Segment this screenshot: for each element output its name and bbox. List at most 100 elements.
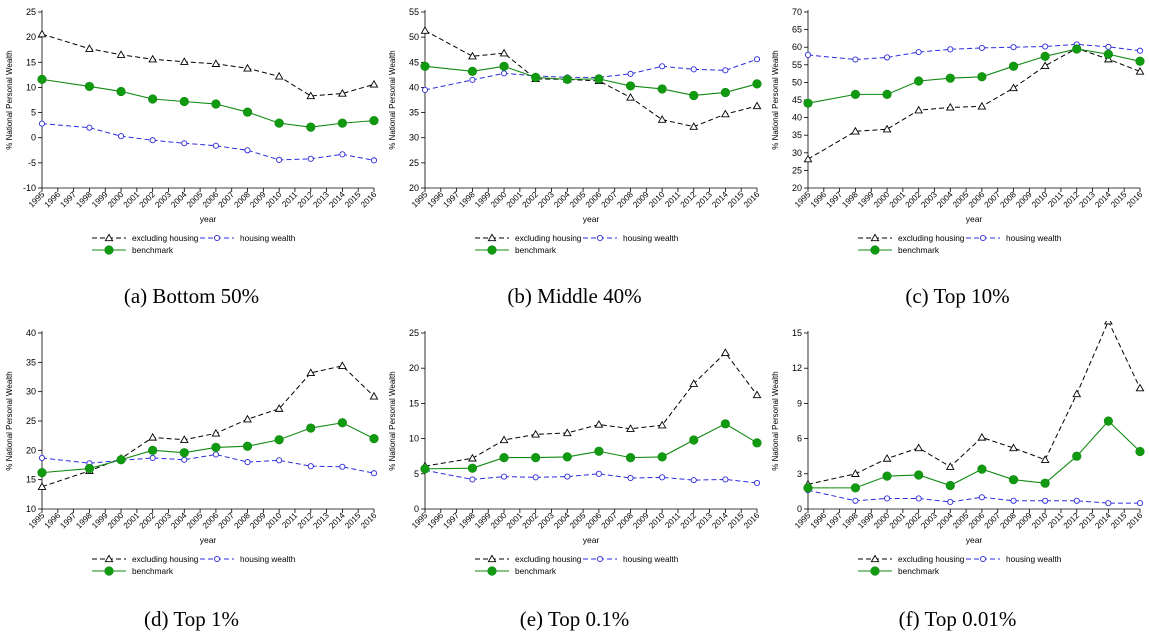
data-point-benchmark [274, 435, 284, 445]
data-point-excluding [116, 50, 126, 58]
x-tick-label: 1996 [808, 510, 828, 530]
legend-label-benchmark: benchmark [515, 566, 557, 576]
data-point-housing [852, 56, 859, 63]
x-tick-label: 2002 [137, 189, 157, 209]
data-point-benchmark [337, 118, 347, 128]
y-tick-label: -5 [28, 158, 36, 168]
data-point-housing [181, 140, 188, 147]
data-point-excluding [851, 126, 860, 135]
y-tick-label: 12 [792, 363, 802, 373]
data-point-benchmark [369, 116, 379, 126]
x-tick-label: 2015 [725, 189, 745, 209]
data-point-excluding [531, 429, 541, 438]
x-tick-label: 2004 [552, 189, 572, 209]
data-point-excluding [721, 109, 730, 118]
legend-label-benchmark: benchmark [515, 245, 557, 255]
data-point-housing [659, 474, 666, 481]
y-tick-label: 20 [792, 183, 802, 193]
series-line-housing [41, 123, 375, 161]
legend-marker-benchmark [104, 566, 114, 576]
chart-middle-40: 2025303540455055199519961997199819992000… [388, 7, 762, 255]
data-point-excluding [468, 51, 477, 60]
x-tick-label: 1999 [856, 189, 876, 209]
x-tick-label: 1997 [441, 189, 461, 209]
data-point-benchmark [499, 453, 509, 463]
data-point-excluding [752, 390, 762, 399]
x-tick-label: 2016 [358, 510, 378, 530]
data-point-housing [1105, 500, 1112, 507]
data-point-excluding [977, 101, 987, 110]
x-tick-label: 2000 [871, 510, 891, 530]
data-point-benchmark [211, 99, 221, 109]
x-tick-label: 2001 [121, 510, 141, 530]
data-point-benchmark [1135, 56, 1145, 66]
x-tick-label: 2003 [153, 510, 173, 530]
x-tick-label: 2012 [295, 510, 315, 530]
data-point-housing [1042, 43, 1049, 50]
data-point-housing [1042, 497, 1049, 504]
data-point-benchmark [882, 471, 892, 481]
x-tick-label: 2012 [678, 189, 698, 209]
panel-top-1: 10 15 20 25 30 35 40 1995 1996 1997 1998 1999 2000 20… [0, 321, 383, 642]
legend-label-housing: housing wealth [240, 554, 296, 564]
x-tick-label: 2005 [950, 510, 970, 530]
x-tick-label: 1996 [808, 189, 828, 209]
data-point-housing [1105, 43, 1112, 50]
y-tick-label: 20 [409, 363, 419, 373]
data-point-housing [627, 474, 634, 482]
x-tick-label: 2014 [710, 189, 730, 209]
y-tick-label: 25 [26, 416, 36, 426]
data-point-housing [532, 474, 539, 481]
legend-label-benchmark: benchmark [898, 245, 940, 255]
data-point-excluding [369, 391, 379, 400]
data-point-benchmark [657, 84, 667, 94]
series-line-housing [807, 43, 1141, 61]
legend-label-excluding: excluding housing [515, 233, 582, 243]
y-tick-label: 3 [797, 469, 802, 479]
x-tick-label: 2011 [663, 189, 683, 209]
x-tick-label: 2000 [488, 189, 508, 209]
data-point-housing [38, 454, 46, 462]
x-tick-label: 1996 [425, 189, 445, 209]
data-point-excluding [1040, 455, 1050, 463]
y-tick-label: 9 [797, 398, 802, 408]
x-tick-label: 2012 [295, 189, 315, 209]
data-point-benchmark [369, 433, 379, 444]
data-point-benchmark [689, 435, 699, 445]
x-tick-label: 1998 [74, 510, 94, 530]
data-point-benchmark [274, 118, 284, 128]
y-tick-label: 5 [414, 469, 419, 479]
x-tick-label: 2015 [342, 189, 362, 209]
data-point-housing [627, 70, 634, 77]
x-tick-label: 1999 [473, 510, 493, 530]
data-point-housing [244, 459, 251, 466]
data-point-housing [595, 470, 602, 477]
x-axis-title: year [583, 214, 600, 224]
x-tick-label: 2009 [1014, 510, 1034, 530]
x-tick-label: 2016 [1124, 510, 1144, 530]
x-tick-label: 2004 [169, 189, 189, 209]
legend-marker-excluding [104, 554, 114, 563]
x-tick-label: 2002 [137, 510, 157, 530]
x-tick-label: 2008 [232, 189, 252, 209]
legend-marker-excluding [104, 233, 114, 242]
caption-top-0-01: (f) Top 0.01% [898, 607, 1017, 631]
data-point-benchmark [242, 107, 253, 117]
x-tick-label: 1998 [840, 189, 860, 209]
x-tick-label: 2016 [1124, 189, 1144, 209]
x-tick-label: 2013 [694, 510, 714, 530]
data-point-housing [1073, 497, 1080, 504]
series-line-benchmark [808, 420, 1141, 489]
data-point-excluding [243, 414, 252, 423]
data-point-benchmark [1135, 446, 1145, 457]
x-tick-label: 2007 [216, 189, 236, 209]
x-tick-label: 2013 [1077, 510, 1097, 530]
y-tick-label: 30 [792, 148, 802, 158]
x-tick-label: 1999 [473, 189, 493, 209]
data-point-excluding [338, 88, 347, 97]
data-point-benchmark [850, 89, 861, 99]
y-tick-label: 10 [26, 504, 36, 514]
data-point-excluding [306, 91, 316, 100]
data-point-excluding [977, 432, 987, 441]
data-point-benchmark [945, 73, 955, 83]
